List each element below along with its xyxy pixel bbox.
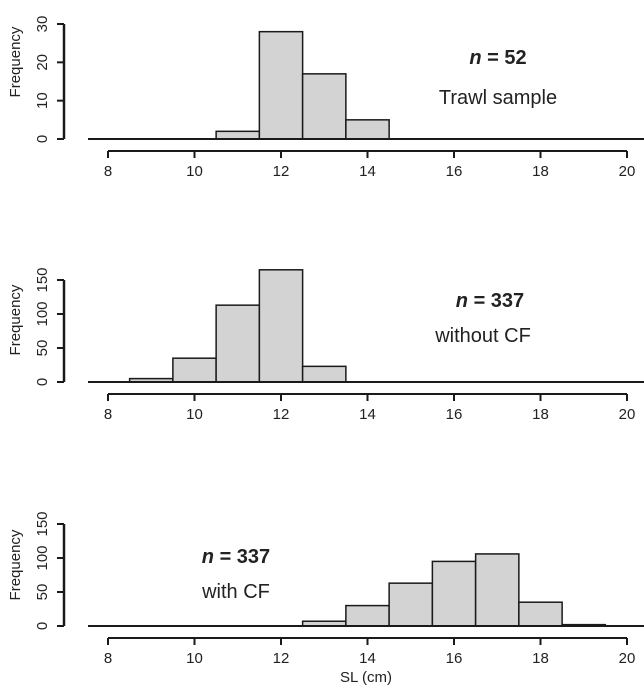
histogram-bar — [215, 304, 261, 383]
histogram-bar — [301, 365, 347, 383]
y-tick-label: 150 — [34, 511, 51, 536]
sample-size-label: n = 337 — [456, 290, 524, 312]
x-tick-label: 10 — [186, 650, 203, 667]
y-tick-label: 20 — [34, 54, 51, 71]
sample-name-label: Trawl sample — [439, 87, 557, 109]
histogram-bar — [345, 119, 390, 140]
y-tick-label: 0 — [34, 622, 51, 630]
x-tick-label: 20 — [619, 163, 636, 180]
histogram-bar — [172, 357, 217, 383]
y-tick-label: 10 — [34, 92, 51, 109]
x-tick-label: 18 — [532, 163, 549, 180]
x-tick-label: 20 — [619, 650, 636, 667]
sample-name-label: with CF — [201, 581, 270, 603]
y-tick-label: 50 — [34, 340, 51, 357]
x-tick-label: 18 — [532, 650, 549, 667]
histogram-bar — [258, 30, 304, 140]
y-tick-label: 50 — [34, 584, 51, 601]
x-tick-label: 18 — [532, 406, 549, 423]
panel-trawl-sample: Frequency n = 52 Trawl sample 0 10 20 30 8 10… — [7, 16, 644, 180]
x-tick-label: 14 — [359, 650, 376, 667]
x-axis-label: SL (cm) — [340, 669, 392, 686]
histogram-bar — [215, 130, 261, 140]
x-tick-label: 10 — [186, 406, 203, 423]
sample-size-label: n = 337 — [202, 546, 270, 568]
x-tick-label: 8 — [104, 163, 112, 180]
x-tick-label: 16 — [446, 163, 463, 180]
y-tick-label: 150 — [34, 267, 51, 292]
histogram-bar — [345, 604, 390, 627]
x-tick-label: 12 — [273, 406, 290, 423]
x-tick-label: 16 — [446, 650, 463, 667]
y-tick-label: 0 — [34, 135, 51, 143]
y-axis-label: Frequency — [7, 529, 24, 600]
y-axis-label: Frequency — [7, 26, 24, 97]
y-axis-label: Frequency — [7, 284, 24, 355]
panel-without-cf: Frequency n = 337 without CF 0 50 100 150 8 1… — [7, 267, 644, 423]
x-tick-label: 14 — [359, 163, 376, 180]
y-tick-label: 30 — [34, 16, 51, 33]
histogram-bar — [474, 553, 520, 627]
sample-size-label: n = 52 — [469, 47, 526, 69]
x-tick-label: 8 — [104, 406, 112, 423]
x-tick-label: 16 — [446, 406, 463, 423]
x-tick-label: 12 — [273, 650, 290, 667]
histogram-bar — [431, 560, 477, 627]
x-tick-label: 12 — [273, 163, 290, 180]
histogram-bar — [258, 269, 304, 383]
y-tick-label: 100 — [34, 545, 51, 570]
histogram-bar — [301, 73, 347, 140]
x-tick-label: 8 — [104, 650, 112, 667]
x-tick-label: 14 — [359, 406, 376, 423]
histogram-bar — [388, 582, 434, 627]
y-tick-label: 0 — [34, 378, 51, 386]
histogram-bar — [518, 601, 563, 627]
x-tick-label: 10 — [186, 163, 203, 180]
y-tick-label: 100 — [34, 301, 51, 326]
x-tick-label: 20 — [619, 406, 636, 423]
sample-name-label: without CF — [434, 325, 531, 347]
panel-with-cf: Frequency n = 337 with CF SL (cm) 0 50 100… — [7, 511, 644, 686]
